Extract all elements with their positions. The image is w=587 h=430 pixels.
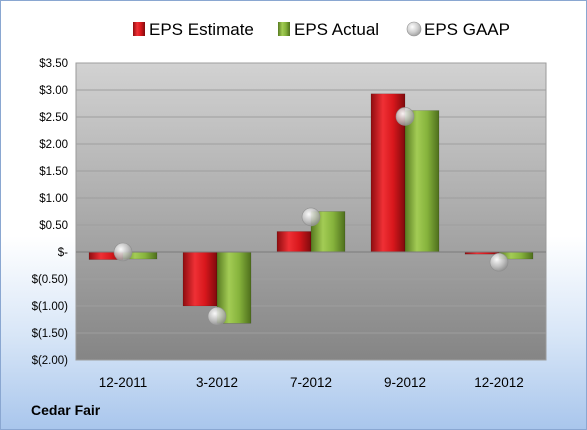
gaap-marker-12-2011: [113, 242, 133, 262]
legend-swatch-eps-estimate: [133, 22, 145, 36]
gaap-markers: [113, 107, 509, 326]
y-tick-label: $(1.50): [32, 328, 69, 340]
x-tick-label: 7-2012: [290, 375, 332, 390]
bar-eps-estimate-3-2012: [182, 251, 218, 307]
y-tick-label: $0.50: [39, 220, 68, 232]
legend-swatch-eps-actual: [278, 22, 290, 36]
legend-label-eps-actual: EPS Actual: [294, 20, 379, 39]
legend-label-eps-gaap: EPS GAAP: [424, 20, 510, 39]
y-axis-ticks: $3.50 $3.00 $2.50 $2.00 $1.50 $1.00 $0.50 $- $(0…: [32, 58, 69, 367]
legend-label-eps-estimate: EPS Estimate: [149, 20, 254, 39]
x-axis-categories: 12-2011 3-2012 7-2012 9-2012 12-2012: [99, 375, 524, 390]
bar-eps-actual-9-2012: [404, 110, 440, 253]
company-label: Cedar Fair: [31, 402, 101, 418]
y-tick-label: $3.50: [39, 58, 68, 70]
gaap-marker-7-2012: [301, 207, 321, 227]
y-tick-label: $1.00: [39, 193, 68, 205]
legend-swatch-eps-gaap: [406, 21, 422, 37]
legend: EPS Estimate EPS Actual EPS GAAP: [133, 20, 510, 39]
gaap-marker-9-2012: [395, 107, 415, 126]
y-tick-label: $2.50: [39, 112, 68, 124]
y-tick-label: $(2.00): [32, 355, 69, 367]
y-tick-label: $(1.00): [32, 301, 69, 313]
x-tick-label: 3-2012: [196, 375, 238, 390]
x-tick-label: 12-2012: [474, 375, 524, 390]
x-tick-label: 9-2012: [384, 375, 426, 390]
gaap-marker-12-2012: [489, 252, 509, 272]
y-tick-label: $2.00: [39, 139, 68, 151]
y-tick-label: $-: [58, 247, 68, 259]
y-tick-label: $(0.50): [32, 274, 69, 286]
y-tick-label: $1.50: [39, 166, 68, 178]
gridlines: [76, 62, 546, 361]
y-tick-label: $3.00: [39, 85, 68, 97]
x-tick-label: 12-2011: [99, 375, 148, 390]
gaap-marker-3-2012: [207, 306, 227, 326]
bar-eps-estimate-7-2012: [276, 231, 312, 253]
